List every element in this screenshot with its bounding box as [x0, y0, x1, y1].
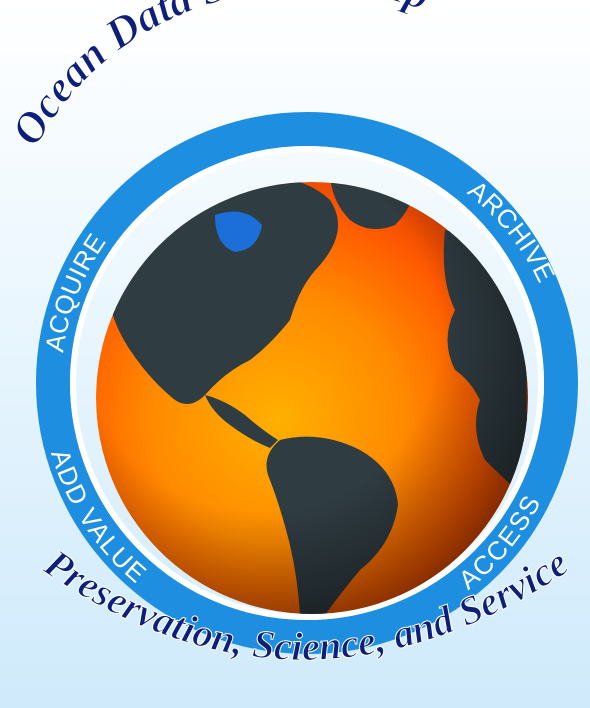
emblem-inner-ring — [70, 146, 544, 620]
emblem-ring — [36, 112, 578, 654]
